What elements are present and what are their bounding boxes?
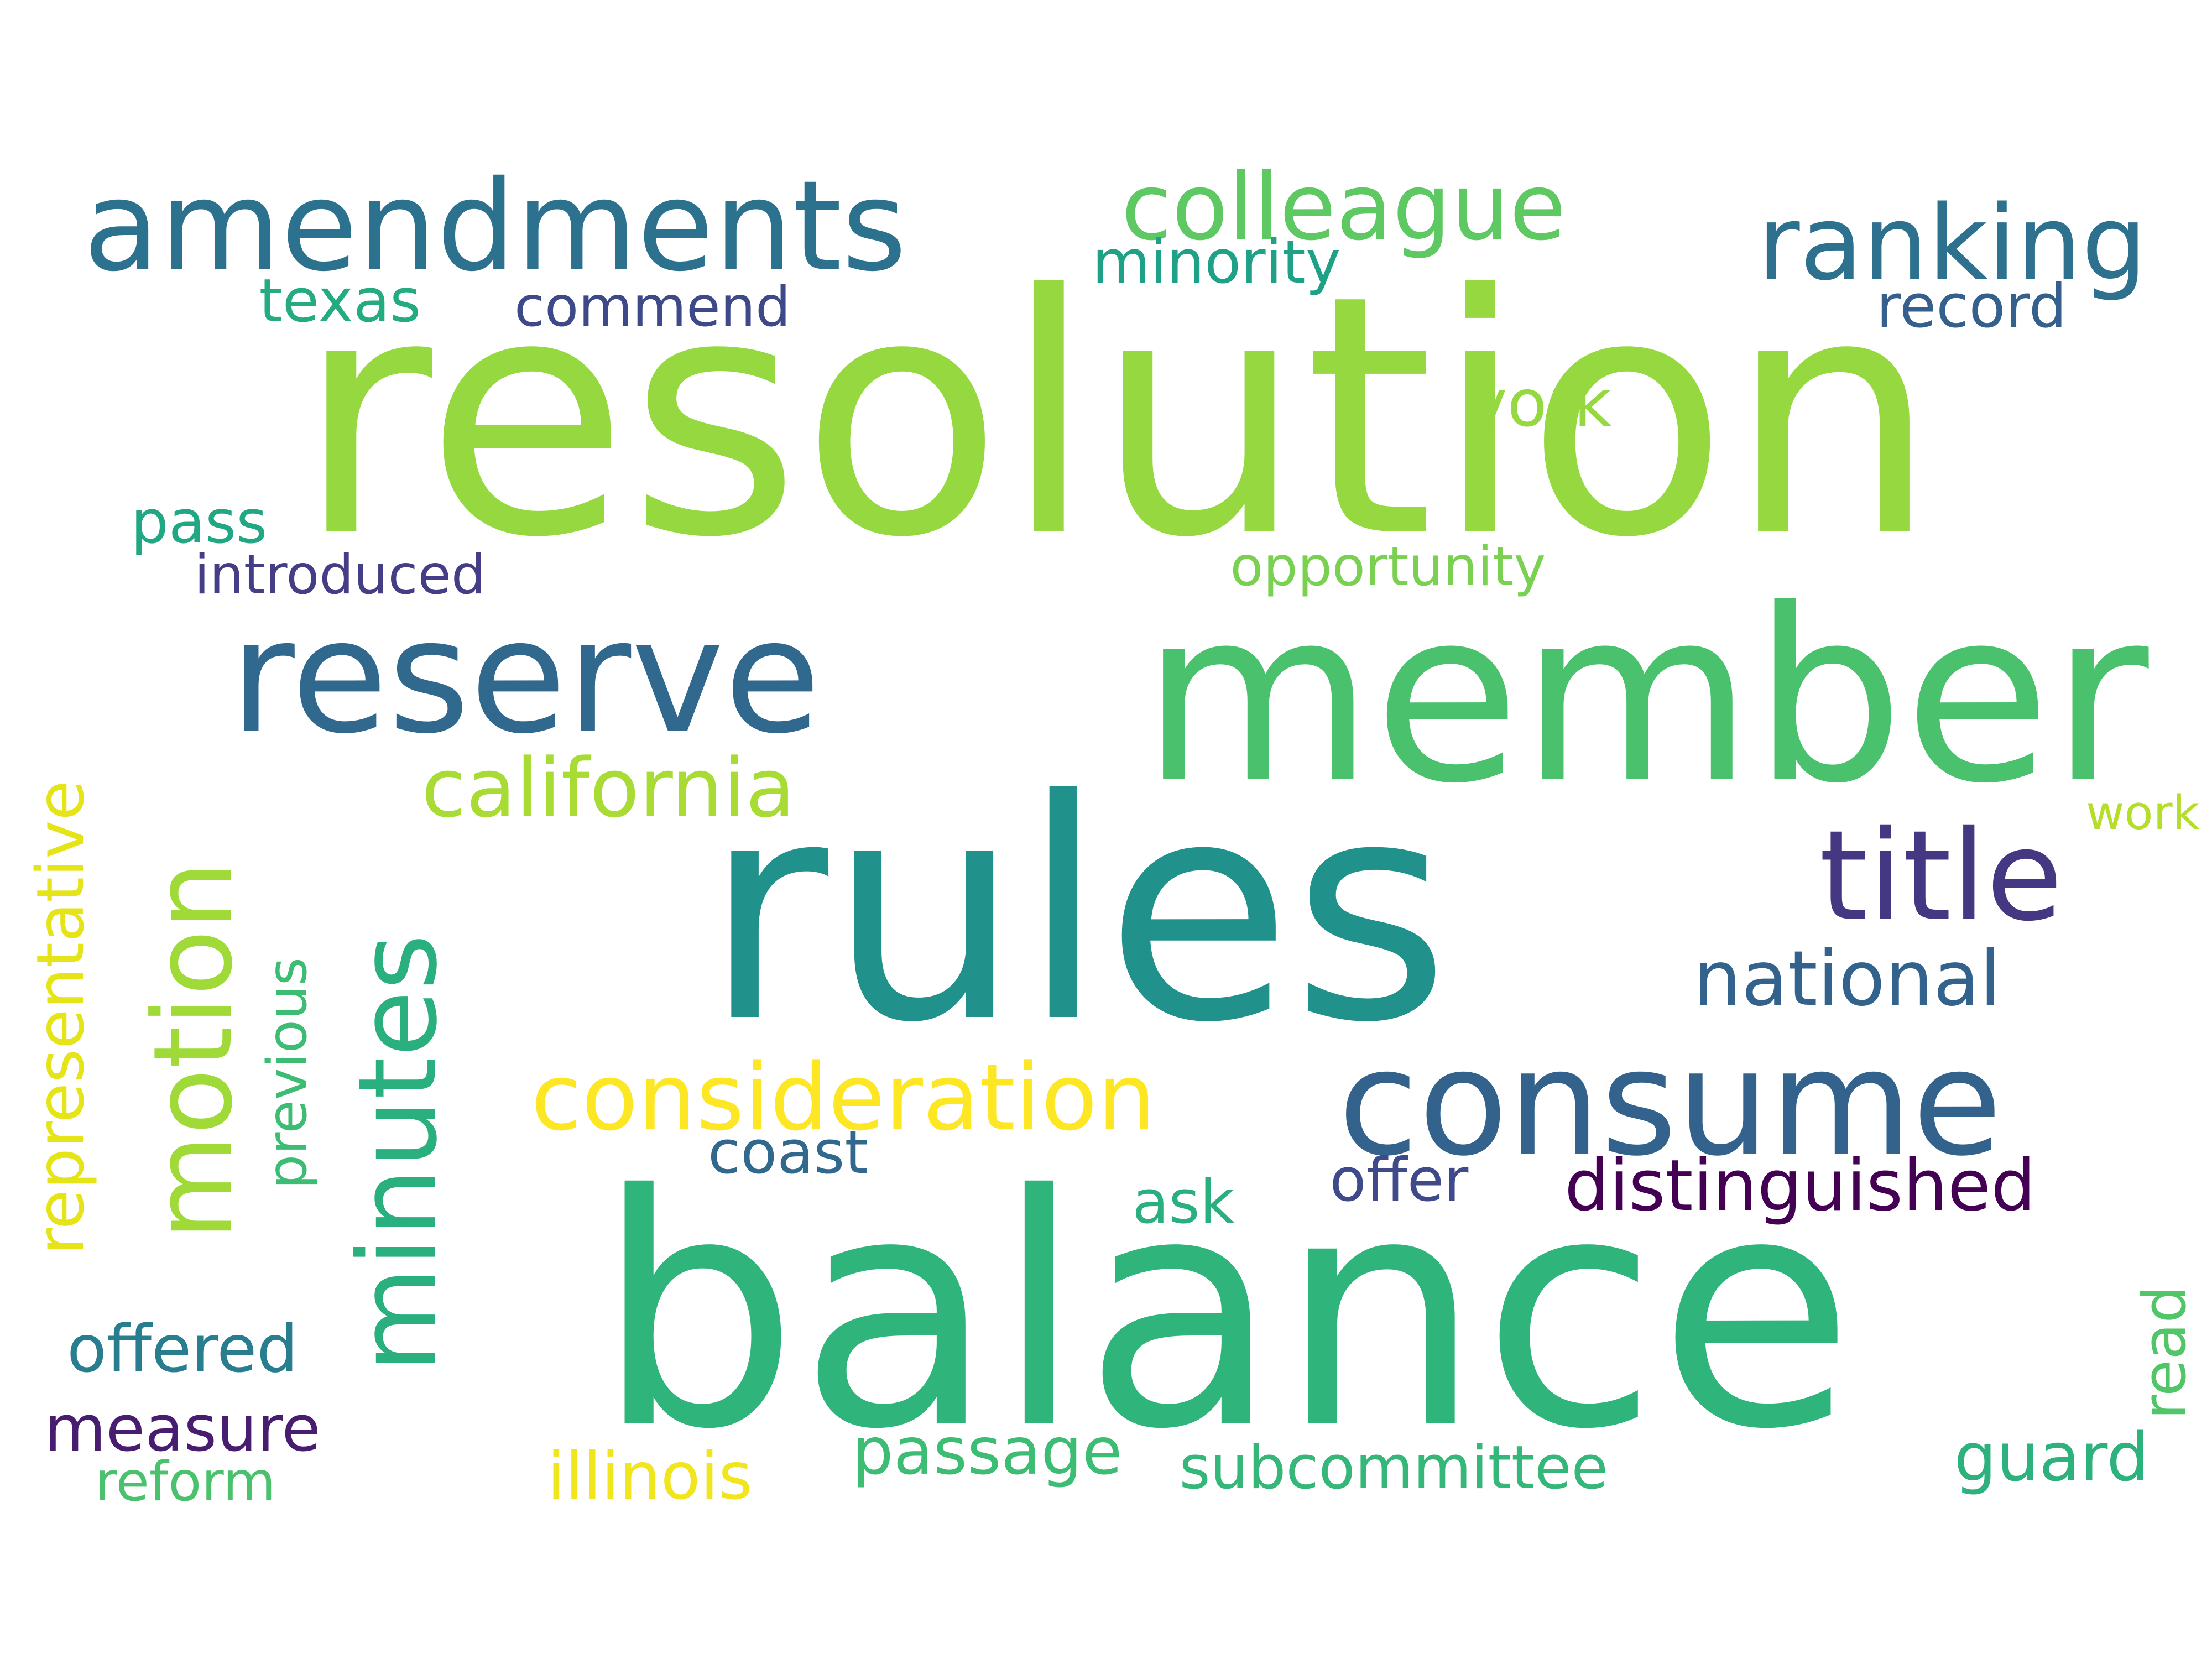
word-amendments: amendments (83, 154, 907, 299)
word-representative: representative (23, 780, 98, 1255)
word-member: member (1141, 557, 2149, 836)
word-guard: guard (1954, 1417, 2150, 1496)
word-coast: coast (708, 1118, 868, 1187)
word-rules: rules (703, 735, 1451, 1089)
word-pass: pass (131, 488, 268, 557)
word-passage: passage (852, 1413, 1123, 1489)
word-minutes: minutes (335, 933, 461, 1373)
word-read: read (2130, 1285, 2199, 1420)
word-colleague: colleague (1121, 153, 1567, 261)
word-national: national (1693, 935, 2001, 1023)
word-distinguished: distinguished (1564, 1145, 2036, 1227)
word-consideration: consideration (531, 1044, 1156, 1151)
word-ask: ask (1132, 1168, 1235, 1237)
word-texas: texas (259, 267, 421, 336)
word-reserve: reserve (230, 586, 821, 769)
word-balance: balance (596, 1127, 1855, 1499)
word-opportunity: opportunity (1230, 535, 1546, 598)
word-motion: motion (131, 860, 257, 1240)
word-resolution: resolution (296, 225, 1938, 609)
word-record: record (1876, 272, 2067, 341)
word-california: california (421, 740, 796, 836)
word-previous: previous (256, 957, 319, 1189)
word-york: york (1469, 366, 1611, 441)
word-subcommittee: subcommittee (1179, 1433, 1608, 1503)
word-consume: consume (1338, 1018, 2002, 1188)
word-work: work (2086, 785, 2200, 841)
word-commend: commend (514, 274, 791, 339)
word-introduced: introduced (194, 544, 486, 607)
word-illinois: illinois (547, 1438, 753, 1514)
word-minority: minority (1092, 228, 1341, 297)
word-offered: offered (67, 1311, 299, 1387)
word-title: title (1819, 804, 2063, 949)
word-reform: reform (95, 1451, 276, 1514)
word-measure: measure (44, 1392, 321, 1466)
word-offer: offer (1329, 1146, 1469, 1215)
word-ranking: ranking (1757, 183, 2147, 303)
